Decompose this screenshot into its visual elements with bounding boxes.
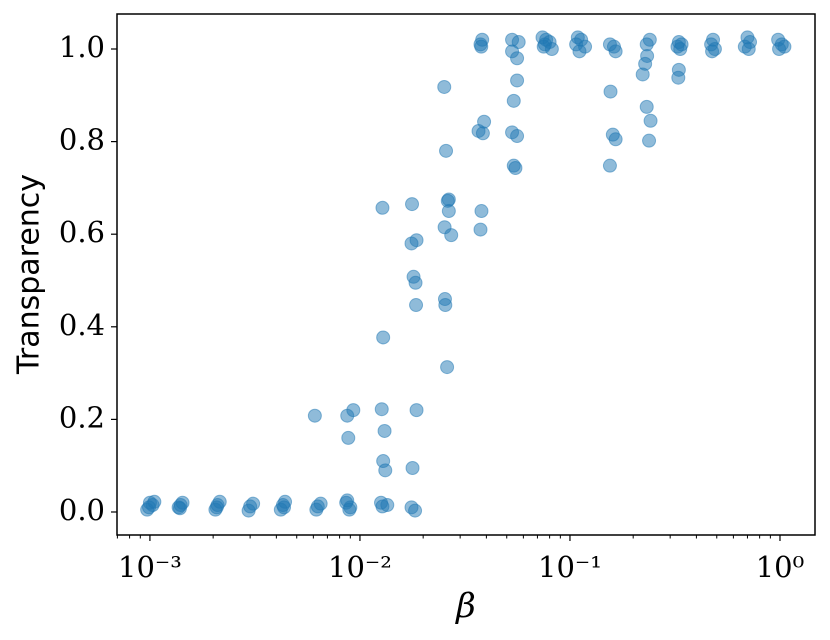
point xyxy=(510,51,525,66)
point xyxy=(380,498,395,513)
point xyxy=(639,99,654,114)
point xyxy=(643,113,658,128)
point xyxy=(608,132,623,147)
point xyxy=(172,501,187,516)
point xyxy=(608,44,623,59)
point xyxy=(639,37,654,52)
point xyxy=(438,298,453,313)
point xyxy=(340,493,355,508)
point xyxy=(378,463,393,478)
point xyxy=(405,461,420,476)
point xyxy=(506,93,521,108)
point xyxy=(313,496,328,511)
point xyxy=(439,143,454,158)
point xyxy=(341,430,356,445)
point xyxy=(246,496,261,511)
point xyxy=(209,500,224,515)
y-tick-label: 0.8 xyxy=(59,123,105,157)
point xyxy=(474,39,489,54)
point xyxy=(473,222,488,237)
x-tick-label: 10⁻² xyxy=(328,550,392,584)
point xyxy=(635,67,650,82)
point xyxy=(375,200,390,215)
point xyxy=(671,70,686,85)
y-tick-label: 0.6 xyxy=(59,215,105,249)
point xyxy=(307,408,322,423)
point xyxy=(642,133,657,148)
y-tick-label: 0.4 xyxy=(59,308,105,342)
point xyxy=(508,160,523,175)
point xyxy=(409,403,424,418)
point xyxy=(409,233,424,248)
point xyxy=(772,42,787,57)
point xyxy=(408,503,423,518)
x-tick-label: 10⁻³ xyxy=(118,550,182,584)
x-axis-label: β xyxy=(454,586,476,626)
point xyxy=(536,39,551,54)
point xyxy=(374,402,389,417)
point xyxy=(346,403,361,418)
point xyxy=(440,360,455,375)
y-tick-label: 0.0 xyxy=(59,493,105,527)
point xyxy=(705,44,720,59)
y-tick-label: 1.0 xyxy=(59,30,105,64)
point xyxy=(741,42,756,57)
point xyxy=(437,79,452,94)
point xyxy=(474,204,489,219)
point xyxy=(602,158,617,173)
y-tick-label: 0.2 xyxy=(59,400,105,434)
point xyxy=(510,129,525,144)
point xyxy=(673,42,688,57)
point xyxy=(377,423,392,438)
point xyxy=(277,500,292,515)
point xyxy=(603,84,618,99)
y-axis-label: Transparency xyxy=(12,174,47,375)
point xyxy=(444,228,459,243)
plot-frame xyxy=(116,13,816,536)
x-tick-label: 10⁻¹ xyxy=(538,550,602,584)
point xyxy=(376,330,391,345)
x-tick-label: 10⁰ xyxy=(756,550,805,584)
point xyxy=(405,197,420,212)
point xyxy=(147,494,162,509)
point xyxy=(475,126,490,141)
point xyxy=(409,298,424,313)
point xyxy=(510,73,525,88)
point xyxy=(408,275,423,290)
point xyxy=(441,204,456,219)
point xyxy=(572,44,587,59)
